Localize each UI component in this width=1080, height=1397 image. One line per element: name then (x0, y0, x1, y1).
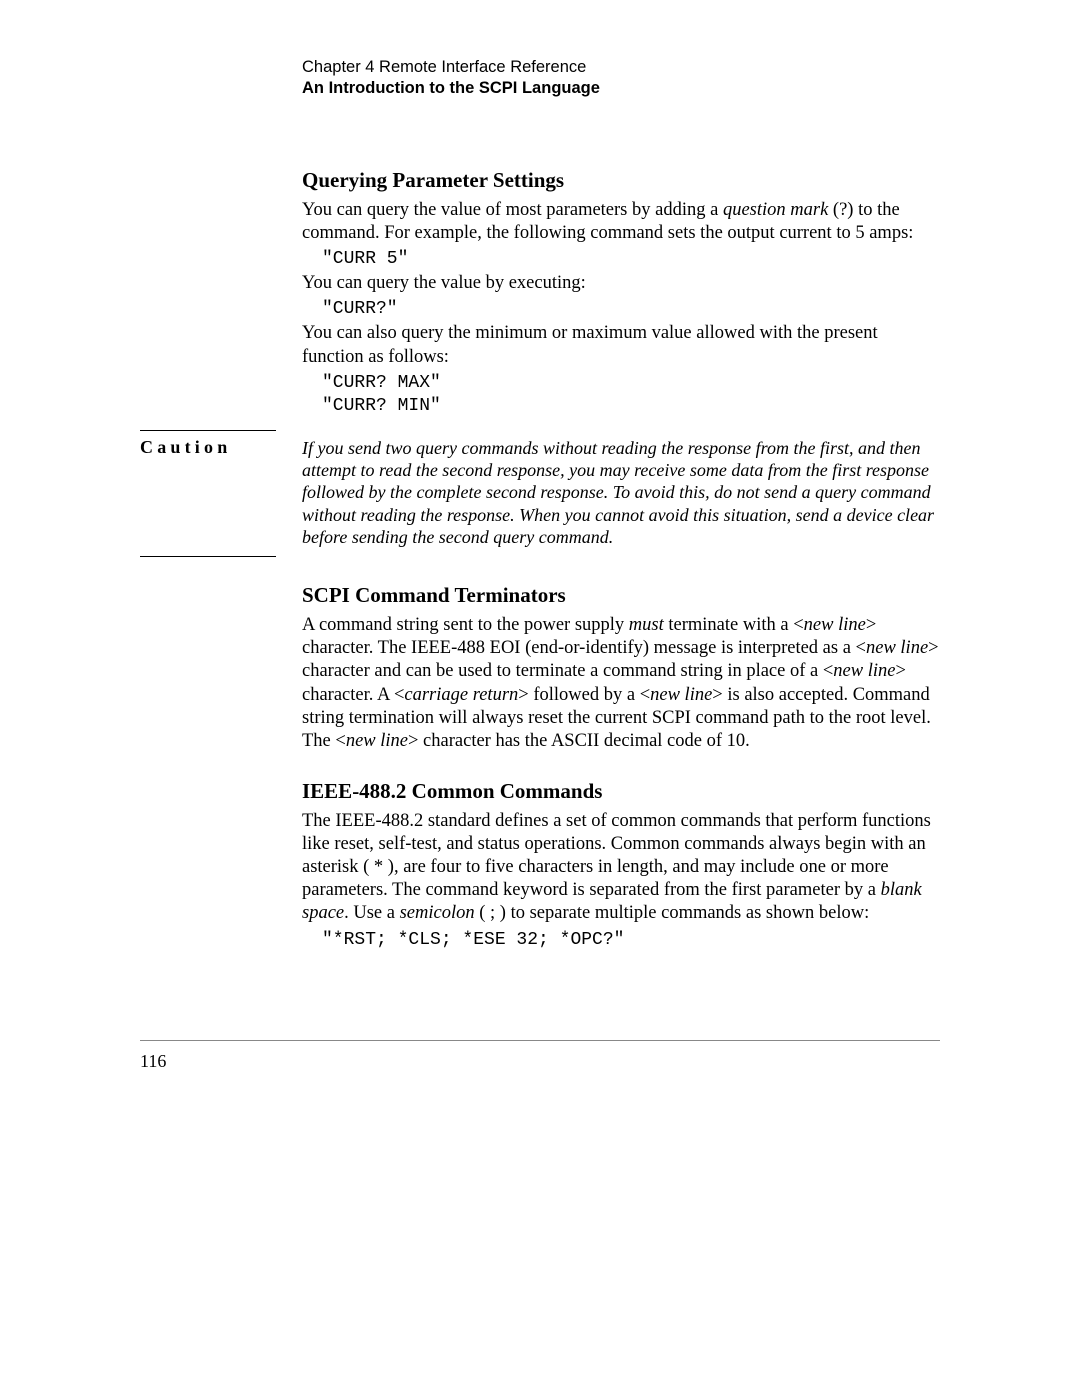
text-run: A command string sent to the power suppl… (302, 615, 629, 635)
body-paragraph: You can also query the minimum or maximu… (302, 322, 940, 368)
caution-label: Caution (140, 431, 302, 458)
page-number: 116 (140, 1051, 940, 1072)
body-paragraph: A command string sent to the power suppl… (302, 614, 940, 753)
text-run: ( ; ) to separate multiple commands as s… (475, 903, 870, 923)
caution-text: If you send two query commands without r… (302, 431, 940, 557)
code-line: "*RST; *CLS; *ESE 32; *OPC?" (322, 930, 940, 950)
chapter-heading: Chapter 4 Remote Interface Reference (302, 58, 940, 77)
caution-block: Caution If you send two query commands w… (140, 430, 940, 558)
code-line: "CURR?" (322, 299, 940, 319)
section-title-terminators: SCPI Command Terminators (302, 583, 940, 608)
text-italic: semicolon (400, 903, 475, 923)
text-run: The IEEE-488.2 standard defines a set of… (302, 811, 931, 900)
section-title-querying: Querying Parameter Settings (302, 168, 940, 193)
text-italic: new line (346, 731, 408, 751)
text-italic: must (629, 615, 664, 635)
body-paragraph: The IEEE-488.2 standard defines a set of… (302, 810, 940, 926)
section-title-ieee: IEEE-488.2 Common Commands (302, 779, 940, 804)
text-italic: carriage return (404, 685, 518, 705)
text-italic: question mark (723, 200, 833, 220)
code-line: "CURR? MAX" (322, 373, 940, 393)
text-italic: new line (833, 661, 895, 681)
document-page: Chapter 4 Remote Interface Reference An … (0, 0, 1080, 1378)
text-run: > followed by a < (518, 685, 650, 705)
text-italic: new line (804, 615, 866, 635)
text-italic: new line (866, 638, 928, 658)
footer-rule (140, 1040, 940, 1041)
text-run: You can query the value of most paramete… (302, 200, 723, 220)
code-line: "CURR? MIN" (322, 396, 940, 416)
text-run: terminate with a < (664, 615, 804, 635)
text-run: . Use a (344, 903, 399, 923)
body-paragraph: You can query the value by executing: (302, 272, 940, 295)
text-italic: new line (650, 685, 712, 705)
body-paragraph: You can query the value of most paramete… (302, 199, 940, 245)
subtitle-heading: An Introduction to the SCPI Language (302, 79, 940, 98)
text-run: > character has the ASCII decimal code o… (408, 731, 750, 751)
code-line: "CURR 5" (322, 249, 940, 269)
caution-rule-bottom (140, 556, 276, 557)
